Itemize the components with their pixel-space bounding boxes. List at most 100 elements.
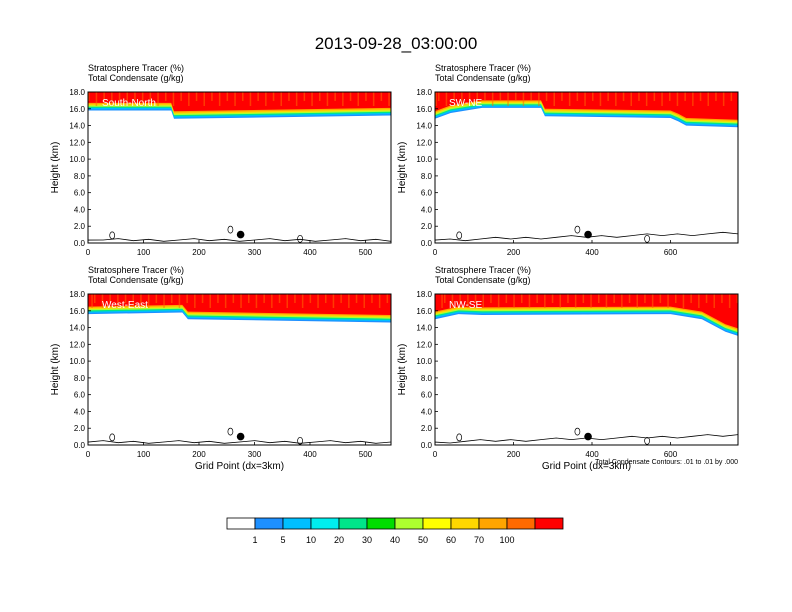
plot-area: [88, 92, 391, 243]
tracer-streak: [630, 92, 632, 106]
tracer-streak: [491, 92, 494, 106]
tracer-streak: [507, 92, 509, 106]
tracer-streak: [226, 92, 229, 101]
plot-area: [435, 294, 738, 445]
y-tick-label: 14.0: [69, 122, 85, 131]
colorbar-swatch: [478, 517, 508, 530]
condensate-cell: [297, 234, 303, 243]
tracer-streak: [592, 92, 594, 101]
tracer-streak: [576, 92, 579, 101]
figure-title: 2013-09-28_03:00:00: [315, 34, 478, 53]
x-tick-label: 400: [585, 248, 599, 257]
panel-label: West-East: [102, 300, 148, 311]
tracer-streak: [311, 92, 313, 106]
tracer-streak: [538, 92, 540, 106]
tracer-streak: [636, 294, 638, 308]
tracer-streak: [730, 92, 733, 101]
tracer-streak: [109, 294, 111, 303]
y-tick-label: 16.0: [69, 307, 85, 316]
colorbar-swatch: [450, 517, 480, 530]
tracer-streak: [94, 294, 96, 303]
tracer-streak: [515, 92, 517, 101]
panel-sw-ne: Stratosphere Tracer (%)Total Condensate …: [397, 63, 739, 257]
tracer-streak: [530, 92, 532, 101]
tracer-streak: [722, 92, 725, 106]
tracer-streak: [661, 92, 663, 106]
tracer-streak: [551, 294, 554, 303]
y-tick-label: 4.0: [74, 205, 86, 214]
x-tick-label: 0: [86, 450, 91, 459]
tracer-streak: [553, 92, 555, 106]
colorbar-swatch: [226, 517, 256, 530]
panel-header-tracer: Stratosphere Tracer (%): [435, 63, 531, 73]
panel-label: NW-SE: [449, 300, 482, 311]
colorbar-swatch: [310, 517, 340, 530]
plot-background: [435, 294, 738, 445]
tracer-streak: [111, 92, 113, 106]
y-tick-label: 4.0: [74, 407, 86, 416]
tracer-streak: [484, 92, 486, 101]
tracer-streak: [117, 294, 119, 308]
tracer-streak: [124, 294, 127, 303]
tracer-streak: [590, 294, 592, 308]
condensate-cell: [574, 225, 581, 234]
tracer-streak: [365, 92, 367, 101]
condensate-cell: [109, 231, 116, 240]
tracer-streak: [651, 294, 654, 308]
tracer-streak: [101, 294, 104, 308]
tracer-streak: [295, 92, 298, 106]
tracer-streak: [88, 92, 90, 101]
tracer-streak: [675, 294, 677, 303]
location-marker: [584, 230, 592, 239]
y-tick-label: 0.0: [421, 441, 433, 450]
y-tick-label: 18.0: [69, 290, 85, 299]
tracer-streak: [91, 294, 93, 308]
y-tick-label: 18.0: [69, 88, 85, 97]
tracer-streak: [118, 92, 121, 101]
y-tick-label: 0.0: [74, 239, 86, 248]
y-tick-label: 0.0: [74, 441, 86, 450]
panel-label: South-North: [102, 98, 156, 109]
y-tick-label: 10.0: [69, 357, 85, 366]
x-tick-label: 500: [359, 450, 373, 459]
tracer-streak: [461, 92, 463, 106]
tracer-streak: [682, 294, 685, 308]
x-tick-label: 200: [507, 248, 521, 257]
tracer-streak: [188, 92, 190, 106]
condensate-cell: [297, 436, 303, 445]
tracer-streak: [622, 92, 625, 101]
tracer-streak: [645, 92, 648, 106]
tracer-streak: [242, 92, 244, 101]
tracer-streak: [505, 294, 508, 303]
panel-south-north: Stratosphere Tracer (%)Total Condensate …: [50, 63, 392, 257]
tracer-streak: [561, 92, 563, 101]
tracer-streak: [584, 92, 586, 106]
tracer-streak: [371, 294, 373, 303]
y-tick-label: 8.0: [74, 374, 86, 383]
tracer-streak: [294, 294, 296, 303]
tracer-streak: [372, 92, 375, 106]
tracer-streak: [386, 294, 389, 303]
y-tick-label: 16.0: [416, 105, 432, 114]
y-tick-label: 2.0: [421, 222, 433, 231]
panel-header-tracer: Stratosphere Tracer (%): [88, 63, 184, 73]
tracer-streak: [178, 294, 181, 308]
tracer-streak: [103, 92, 105, 101]
condensate-cell: [644, 234, 650, 243]
y-tick-label: 18.0: [416, 290, 432, 299]
y-tick-label: 14.0: [416, 324, 432, 333]
tracer-streak: [568, 92, 571, 106]
colorbar-swatch: [366, 517, 396, 530]
y-tick-label: 4.0: [421, 407, 433, 416]
x-tick-label: 200: [507, 450, 521, 459]
condensate-contour: [88, 238, 391, 242]
tracer-streak: [209, 294, 211, 308]
x-tick-label: 400: [303, 450, 317, 459]
colorbar-swatch: [422, 517, 452, 530]
tracer-streak: [513, 294, 515, 308]
colorbar-swatch: [394, 517, 424, 530]
tracer-streak: [186, 294, 188, 303]
tracer-band-6: [88, 92, 391, 112]
condensate-cell: [574, 427, 581, 436]
tracer-streak: [497, 294, 500, 308]
